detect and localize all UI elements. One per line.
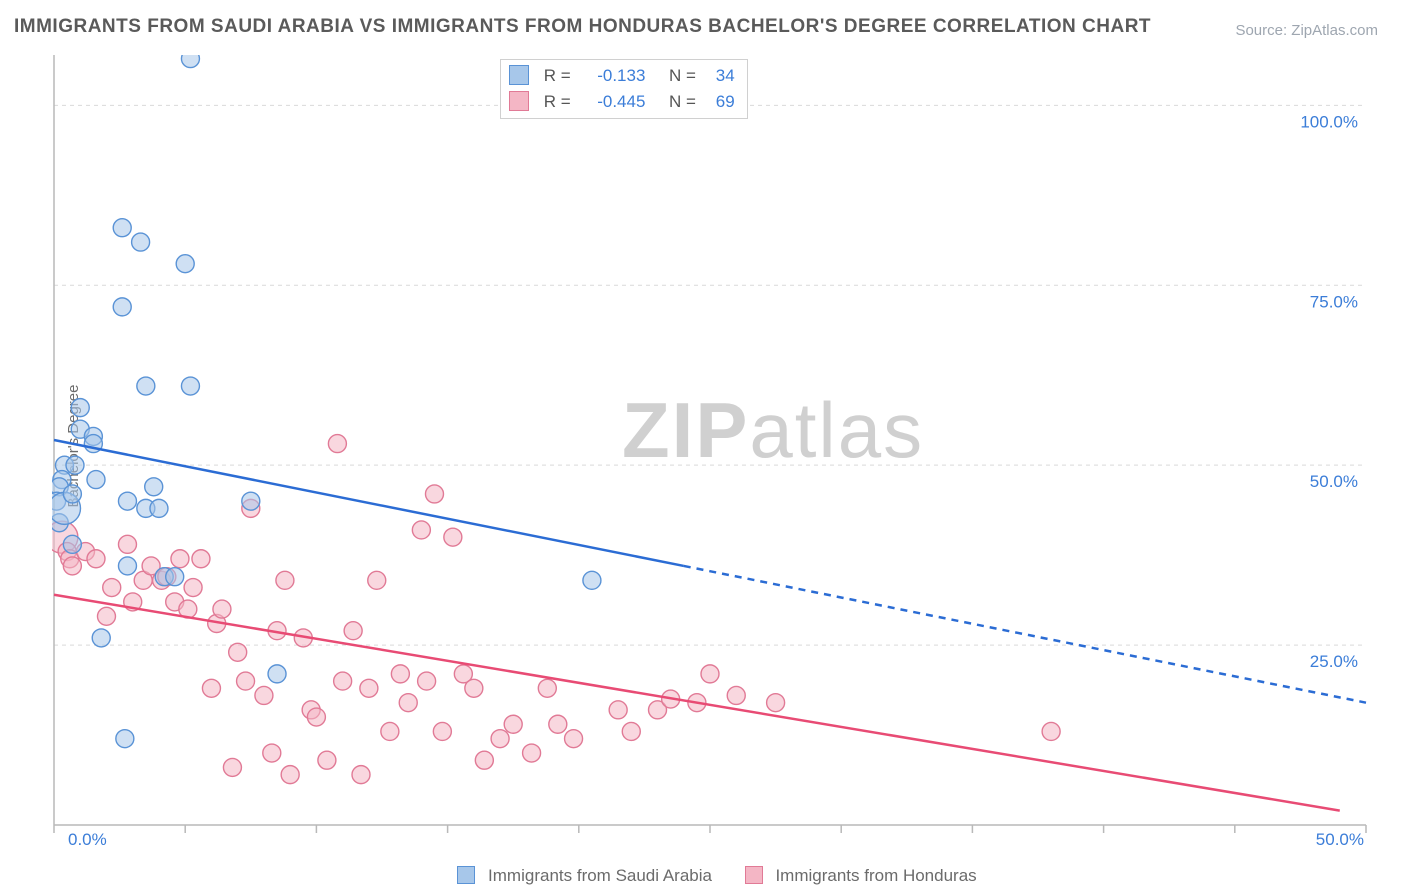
n-value-b: 69	[701, 89, 735, 115]
swatch-saudi-arabia	[509, 65, 529, 85]
swatch-saudi-arabia-bottom	[457, 866, 475, 884]
legend-row-a: R = -0.133 N = 34	[509, 63, 735, 89]
chart-title: IMMIGRANTS FROM SAUDI ARABIA VS IMMIGRAN…	[14, 16, 1151, 38]
legend-row-b: R = -0.445 N = 69	[509, 89, 735, 115]
swatch-honduras-bottom	[745, 866, 763, 884]
swatch-honduras	[509, 91, 529, 111]
r-label: R =	[544, 66, 571, 85]
chart-area: 25.0% 50.0% 75.0% 100.0% 0.0% 50.0% R = -0.13…	[52, 55, 1382, 845]
n-label: N =	[669, 92, 696, 111]
correlation-legend: R = -0.133 N = 34 R = -0.445 N = 69	[500, 59, 748, 119]
svg-text:50.0%: 50.0%	[1310, 472, 1358, 491]
source-attribution: Source: ZipAtlas.com	[1235, 22, 1378, 39]
series-a-label: Immigrants from Saudi Arabia	[488, 866, 712, 885]
n-label: N =	[669, 66, 696, 85]
svg-text:25.0%: 25.0%	[1310, 652, 1358, 671]
svg-text:75.0%: 75.0%	[1310, 292, 1358, 311]
n-value-a: 34	[701, 63, 735, 89]
r-label: R =	[544, 92, 571, 111]
series-b-label: Immigrants from Honduras	[775, 866, 976, 885]
svg-text:50.0%: 50.0%	[1316, 830, 1364, 845]
scatter-chart: 25.0% 50.0% 75.0% 100.0% 0.0% 50.0%	[52, 55, 1382, 845]
r-value-b: -0.445	[575, 89, 645, 115]
series-legend: Immigrants from Saudi Arabia Immigrants …	[0, 866, 1406, 886]
svg-text:0.0%: 0.0%	[68, 830, 107, 845]
r-value-a: -0.133	[575, 63, 645, 89]
svg-text:100.0%: 100.0%	[1300, 112, 1358, 131]
